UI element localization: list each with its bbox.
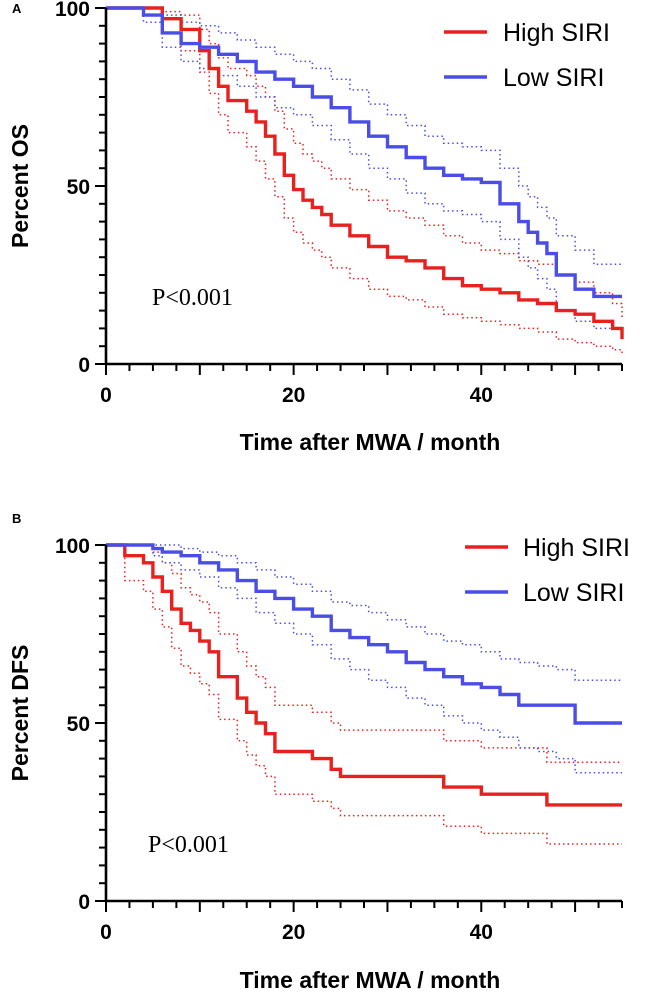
legend-label-low-siri: Low SIRI — [523, 579, 624, 607]
panel-a-os-chart: A 0 20 40 0 50 100 Percent OS Time after MWA / m… — [7, 0, 624, 455]
y-axis-title: Percent DFS — [7, 645, 33, 782]
x-axis-title: Time after MWA / month — [240, 967, 501, 992]
x-tick-label: 0 — [100, 384, 112, 407]
high-siri-ci-lower-line — [106, 7, 623, 354]
legend-label-high-siri: High SIRI — [503, 19, 610, 47]
y-tick-label: 100 — [55, 0, 90, 21]
x-tick-label: 20 — [282, 921, 305, 944]
low-siri-survival-line — [106, 543, 622, 725]
low-siri-ci-upper-line — [106, 544, 622, 682]
x-tick-label: 20 — [282, 384, 305, 407]
panel-letter: B — [12, 511, 21, 526]
high-siri-survival-line — [106, 6, 624, 340]
low-siri-ci-lower-line — [106, 7, 622, 330]
legend-label-low-siri: Low SIRI — [503, 64, 604, 92]
y-tick-label: 50 — [67, 176, 90, 199]
x-axis-title: Time after MWA / month — [240, 429, 501, 455]
y-tick-label: 50 — [67, 713, 90, 736]
y-tick-label: 100 — [55, 535, 90, 558]
y-axis-title: Percent OS — [7, 124, 33, 248]
high-siri-survival-line — [106, 543, 622, 807]
high-siri-ci-upper-line — [106, 544, 622, 763]
p-value-annotation: P<0.001 — [152, 285, 233, 311]
y-tick-label: 0 — [78, 354, 90, 377]
legend-label-high-siri: High SIRI — [523, 534, 630, 562]
high-siri-ci-upper-line — [106, 7, 623, 318]
low-siri-ci-upper-line — [106, 7, 622, 266]
y-tick-label: 0 — [78, 891, 90, 914]
x-tick-label: 0 — [100, 921, 112, 944]
x-tick-label: 40 — [470, 921, 493, 944]
low-siri-survival-line — [106, 6, 622, 299]
p-value-annotation: P<0.001 — [148, 832, 229, 858]
panel-letter: A — [12, 1, 22, 16]
panel-b-dfs-chart: B 0 20 40 0 50 100 Percent DFS Time after MWA / … — [7, 511, 630, 992]
x-tick-label: 40 — [470, 384, 493, 407]
